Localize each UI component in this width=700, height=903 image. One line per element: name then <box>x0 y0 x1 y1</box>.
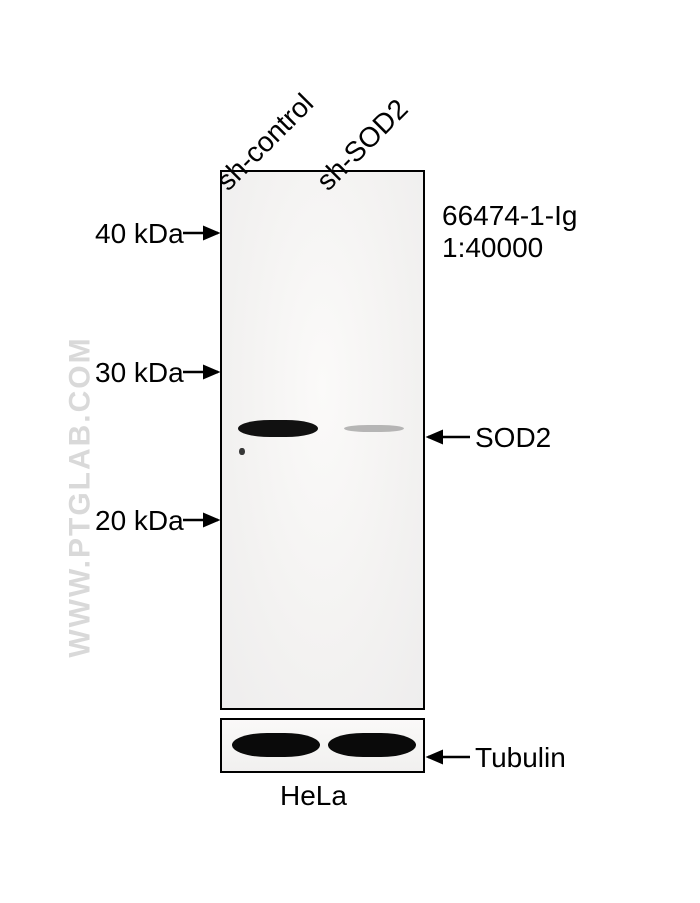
marker-label-2: 20 kDa <box>95 505 184 537</box>
right-label-0: 66474-1-Ig <box>442 200 577 232</box>
right-label-2: SOD2 <box>475 422 551 454</box>
marker-label-1: 30 kDa <box>95 357 184 389</box>
arrow <box>418 747 480 767</box>
band-sod2-1 <box>239 448 245 455</box>
arrow <box>173 223 228 243</box>
arrow <box>173 510 228 530</box>
arrow <box>418 427 480 447</box>
marker-label-0: 40 kDa <box>95 218 184 250</box>
band-tubulin-0 <box>232 733 320 757</box>
band-sod2-2 <box>344 425 404 432</box>
band-tubulin-1 <box>328 733 416 757</box>
band-sod2-0 <box>238 420 318 437</box>
right-label-3: Tubulin <box>475 742 566 774</box>
cell-line-label: HeLa <box>280 780 347 812</box>
watermark: WWW.PTGLAB.COM <box>64 336 98 657</box>
main-blot <box>220 170 425 710</box>
right-label-1: 1:40000 <box>442 232 543 264</box>
arrow <box>173 362 228 382</box>
